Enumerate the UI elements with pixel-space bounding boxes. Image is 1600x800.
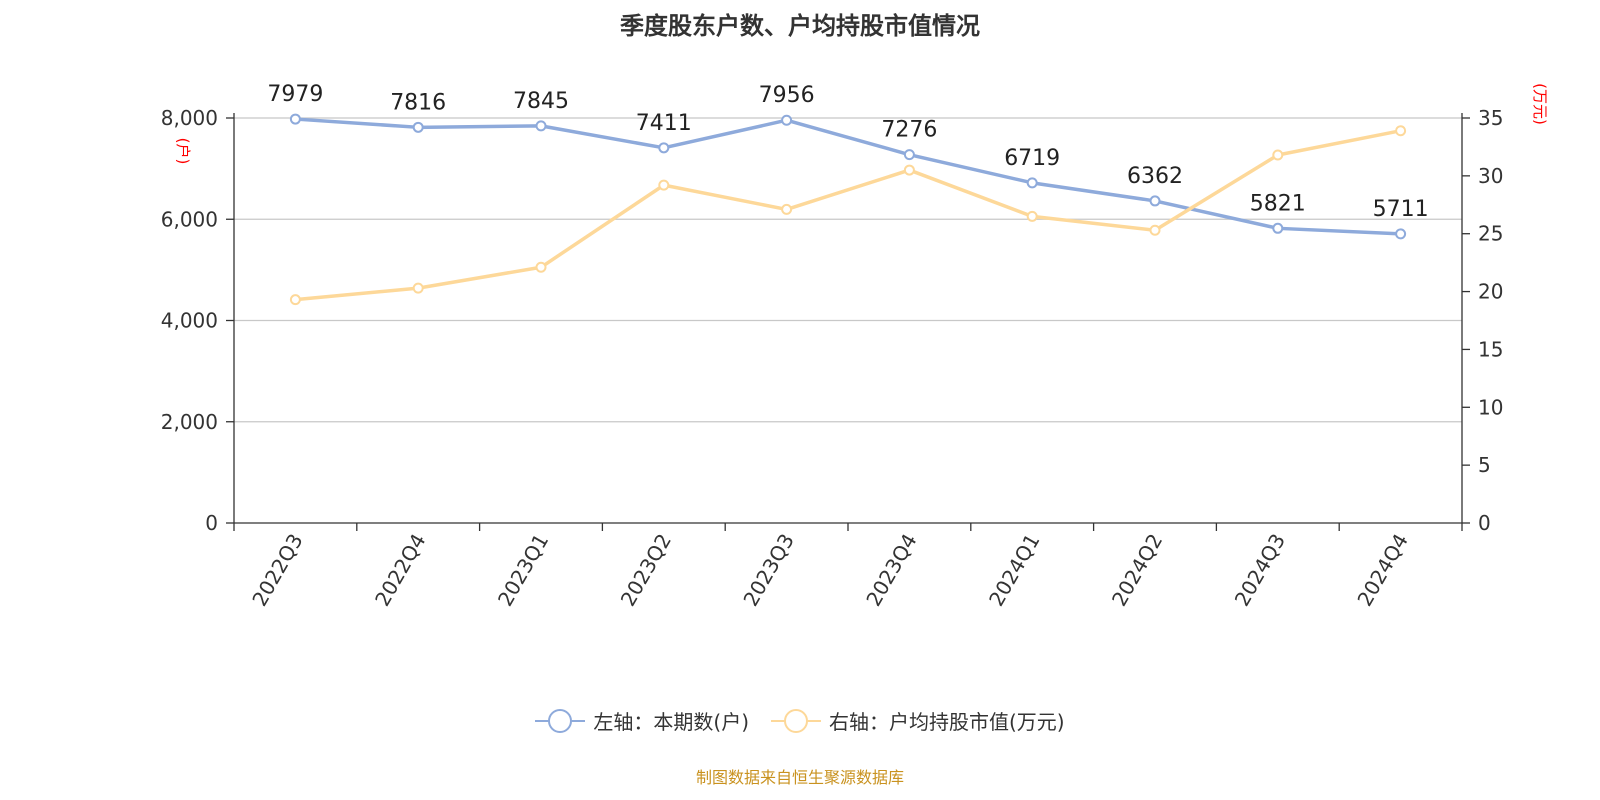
x-tick-label: 2024Q2	[1107, 530, 1167, 611]
chart-title: 季度股东户数、户均持股市值情况	[620, 12, 980, 40]
series-point-right	[1395, 125, 1407, 137]
y-left-unit-label: (户)	[174, 138, 192, 165]
series-point-left	[1149, 195, 1161, 207]
series-line-left	[293, 117, 1403, 236]
x-tick-label: 2024Q1	[984, 530, 1044, 611]
series-point-right	[658, 179, 670, 191]
y-right-tick-label: 5	[1478, 453, 1491, 477]
legend-item-right-series[interactable]: 右轴：户均持股市值(万元)	[771, 706, 1065, 735]
data-label: 7276	[881, 118, 937, 143]
legend-label-right-series: 右轴：户均持股市值(万元)	[829, 710, 1065, 734]
legend-label-left-series: 左轴：本期数(户)	[593, 710, 749, 734]
legend-marker-yellow-icon	[771, 707, 821, 735]
y-right-tick-label: 15	[1478, 337, 1503, 361]
series-point-left	[658, 142, 670, 154]
series-point-right	[1026, 210, 1038, 222]
y-right-tick-label: 30	[1478, 164, 1503, 188]
x-tick-label: 2023Q1	[493, 530, 553, 611]
series-point-right	[1272, 149, 1284, 161]
legend-marker-blue-icon	[535, 707, 586, 735]
series-point-left	[781, 114, 793, 126]
series-point-left	[535, 120, 547, 132]
series-point-right	[535, 261, 547, 273]
series-point-right	[1149, 224, 1161, 236]
y-left-tick-label: 2,000	[161, 410, 218, 434]
y-right-unit-label: (万元)	[1531, 83, 1549, 125]
x-tick-label: 2024Q3	[1230, 530, 1290, 611]
legend-item-left-series[interactable]: 左轴：本期数(户)	[535, 706, 749, 735]
data-label: 6719	[1004, 146, 1060, 171]
series-point-right	[781, 203, 793, 215]
x-tick-label: 2023Q4	[861, 530, 921, 611]
series-point-left	[1272, 222, 1284, 234]
series-line-right	[293, 128, 1403, 302]
data-label: 7979	[267, 82, 323, 107]
y-left-tick-label: 8,000	[161, 106, 218, 130]
data-label: 7956	[759, 83, 815, 108]
data-label: 7816	[390, 90, 446, 115]
y-right-tick-label: 10	[1478, 395, 1503, 419]
data-label: 7411	[636, 111, 692, 136]
chart-area: 0 2,000 4,000 6,000 8,000 0 5 10 15 20 25 30 35 2022Q…	[161, 82, 1549, 611]
series-point-left	[412, 121, 424, 133]
y-left-tick-label: 0	[205, 511, 218, 535]
series-point-left	[289, 113, 301, 125]
series-point-right	[903, 164, 915, 176]
x-tick-label: 2023Q2	[616, 530, 676, 611]
data-label: 5711	[1373, 197, 1429, 222]
y-left-tick-label: 6,000	[161, 207, 218, 231]
y-left-tick-label: 4,000	[161, 309, 218, 333]
x-tick-label: 2022Q3	[247, 530, 307, 611]
legend: 左轴：本期数(户) 右轴：户均持股市值(万元)	[0, 706, 1600, 735]
series-point-right	[289, 294, 301, 306]
y-right-tick-label: 25	[1478, 222, 1503, 246]
y-right-tick-label: 35	[1478, 106, 1503, 130]
data-label: 5821	[1250, 191, 1306, 216]
y-right-tick-label: 20	[1478, 280, 1503, 304]
series-point-left	[1026, 177, 1038, 189]
x-tick-label: 2023Q3	[738, 530, 798, 611]
x-tick-label: 2024Q4	[1352, 530, 1412, 611]
data-label: 6362	[1127, 164, 1183, 189]
x-tick-label: 2022Q4	[370, 530, 430, 611]
data-source-note: 制图数据来自恒生聚源数据库	[695, 768, 904, 787]
series-point-right	[412, 282, 424, 294]
series-point-left	[1395, 228, 1407, 240]
data-label: 7845	[513, 89, 569, 114]
y-right-tick-label: 0	[1478, 511, 1491, 535]
series-point-left	[903, 149, 915, 161]
